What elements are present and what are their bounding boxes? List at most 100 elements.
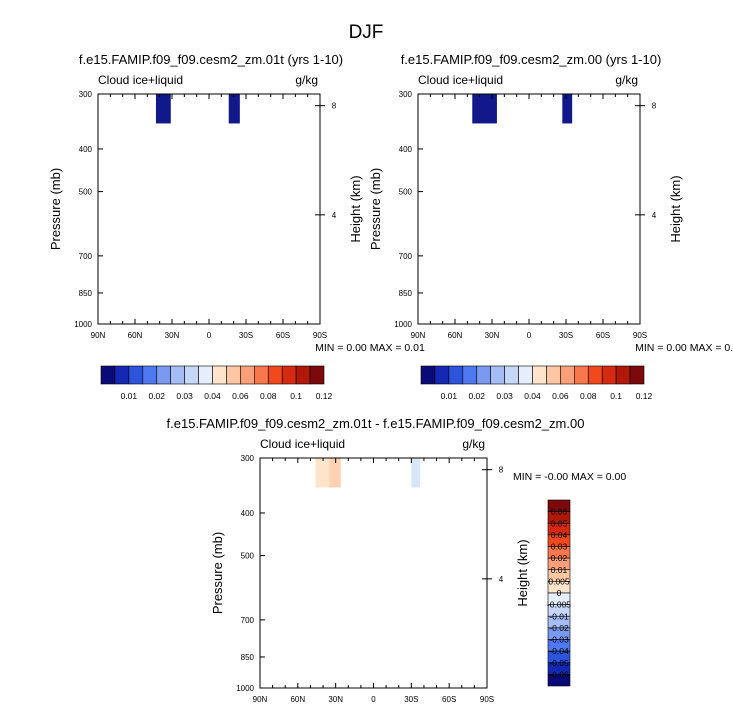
panel-title: f.e15.FAMIP.f09_f09.cesm2_zm.00 (yrs 1-1…: [401, 52, 662, 67]
data-cell: [472, 94, 497, 124]
x-tick-label: 30S: [559, 331, 573, 340]
colorbar-label: -0.06: [549, 669, 569, 679]
panel-title: f.e15.FAMIP.f09_f09.cesm2_zm.01t - f.e15…: [167, 416, 585, 431]
data-cell: [562, 94, 573, 124]
colorbar-label: 0.02: [148, 391, 165, 401]
y-tick-label: 850: [79, 289, 93, 298]
colorbar-label: 0.03: [176, 391, 193, 401]
panels-layer: f.e15.FAMIP.f09_f09.cesm2_zm.01t (yrs 1-…: [48, 52, 733, 704]
y2-axis-title: Height (km): [515, 539, 530, 606]
x-tick-label: 60S: [596, 331, 610, 340]
x-tick-label: 60S: [442, 695, 456, 704]
colorbar-diff: 0.060.050.040.030.020.010.0050-0.005-0.0…: [547, 499, 571, 687]
x-tick-label: 60N: [448, 331, 463, 340]
y-tick-label: 300: [79, 90, 93, 99]
x-tick-label: 90N: [91, 331, 106, 340]
x-tick-label: 60S: [276, 331, 290, 340]
colorbar-swatch: [615, 365, 631, 385]
y-tick-label: 500: [399, 188, 413, 197]
x-tick-label: 90N: [253, 695, 268, 704]
y2-axis-title: Height (km): [668, 175, 683, 242]
plot-frame: [259, 457, 488, 689]
data-cell: [228, 94, 240, 124]
y-tick-label: 1000: [236, 684, 254, 693]
colorbar-swatch: [295, 365, 311, 385]
colorbar-swatch: [226, 365, 241, 385]
y-tick-label: 850: [399, 289, 413, 298]
colorbar-swatch: [156, 365, 171, 385]
colorbar-swatch: [560, 365, 575, 385]
plot-frame: [97, 93, 321, 325]
x-tick-label: 90S: [313, 331, 327, 340]
colorbar-swatch: [518, 365, 533, 385]
colorbar-swatch: [420, 365, 436, 385]
figure-title: DJF: [349, 22, 384, 43]
colorbar-swatch: [184, 365, 199, 385]
colorbar-panel1: 0.01 0.02 0.03 0.04 0.06 0.08 0.1 0.12: [100, 365, 333, 401]
y-tick-label: 700: [79, 252, 93, 261]
colorbar-swatch: [309, 365, 325, 385]
colorbar-label: 0.04: [204, 391, 221, 401]
x-tick-label: 30S: [404, 695, 418, 704]
colorbar-label: 0: [557, 588, 562, 598]
variable-label: Cloud ice+liquid: [98, 73, 183, 87]
units-label: g/kg: [615, 73, 638, 87]
y-axis-title: Pressure (mb): [210, 532, 225, 614]
colorbar-swatch: [546, 365, 561, 385]
colorbar-label: 0.04: [551, 530, 568, 540]
colorbar-label: -0.03: [549, 635, 569, 645]
colorbar-label: 0.1: [290, 391, 302, 401]
colorbar-swatch: [462, 365, 478, 385]
colorbar-label: -0.02: [549, 623, 569, 633]
y2-tick-label: 4: [499, 575, 504, 584]
colorbar-label: 0.03: [551, 542, 568, 552]
colorbar-swatch: [532, 365, 547, 385]
colorbar-swatch: [142, 365, 158, 385]
colorbar-swatch: [128, 365, 144, 385]
y-tick-label: 1000: [74, 320, 92, 329]
y-tick-label: 500: [241, 552, 255, 561]
colorbar-label: 0.12: [636, 391, 653, 401]
data-cell: [329, 458, 341, 488]
colorbar-label: 0.06: [552, 391, 569, 401]
colorbar-panel2: 0.01 0.02 0.03 0.04 0.06 0.08 0.1 0.12: [420, 365, 653, 401]
colorbar-label: 0.12: [316, 391, 333, 401]
colorbar-label: 0.1: [610, 391, 622, 401]
colorbar-swatch: [574, 365, 589, 385]
min-max-label: MIN = 0.00 MAX = 0.01: [635, 342, 733, 354]
y-axis-title: Pressure (mb): [48, 168, 63, 250]
plot-frame: [417, 93, 641, 325]
data-cell: [411, 458, 421, 488]
data-cell: [155, 94, 171, 124]
x-tick-label: 0: [207, 331, 212, 340]
colorbar-label: 0.06: [551, 507, 568, 517]
x-tick-label: 90S: [480, 695, 494, 704]
colorbar-label: 0.08: [260, 391, 277, 401]
panel3-group: f.e15.FAMIP.f09_f09.cesm2_zm.01t - f.e15…: [167, 416, 627, 704]
colorbar-swatch: [629, 365, 645, 385]
colorbar-swatch: [434, 365, 450, 385]
colorbar-label: 0.01: [551, 565, 568, 575]
colorbar-swatch: [448, 365, 464, 385]
panel2-group: f.e15.FAMIP.f09_f09.cesm2_zm.00 (yrs 1-1…: [368, 52, 733, 354]
colorbar-label: 0.03: [496, 391, 513, 401]
y-axis-title: Pressure (mb): [368, 168, 383, 250]
y2-tick-label: 4: [332, 211, 337, 220]
y-tick-label: 400: [241, 509, 255, 518]
data-cell: [315, 458, 330, 488]
y-tick-label: 400: [79, 145, 93, 154]
colorbar-label: 0.01: [441, 391, 458, 401]
units-label: g/kg: [462, 437, 485, 451]
colorbar-swatch: [100, 365, 116, 385]
y2-axis-title: Height (km): [348, 175, 363, 242]
colorbar-swatch: [198, 365, 213, 385]
y2-tick-label: 8: [332, 102, 337, 111]
colorbar-swatch: [254, 365, 269, 385]
x-tick-label: 90S: [633, 331, 647, 340]
x-tick-label: 60N: [290, 695, 305, 704]
colorbar-label: -0.01: [549, 611, 569, 621]
panel1-group: f.e15.FAMIP.f09_f09.cesm2_zm.01t (yrs 1-…: [48, 52, 425, 354]
y-tick-label: 400: [399, 145, 413, 154]
min-max-label: MIN = -0.00 MAX = 0.00: [513, 471, 626, 483]
